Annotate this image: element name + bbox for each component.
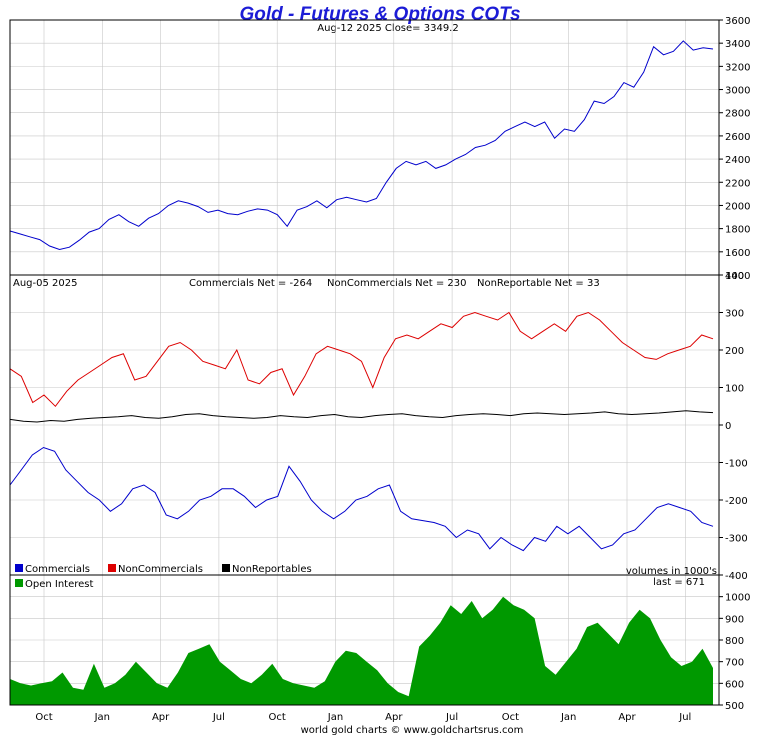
- x-tick-label: Oct: [269, 712, 286, 723]
- y-tick-label: 2200: [725, 178, 750, 189]
- x-tick-label: Jul: [445, 712, 458, 723]
- x-tick-label: Jan: [560, 712, 576, 723]
- y-tick-label: 700: [725, 658, 744, 669]
- x-tick-label: Oct: [502, 712, 519, 723]
- y-tick-label: 1400: [725, 271, 750, 282]
- last-value-note: last = 671: [653, 577, 705, 588]
- y-tick-label: 2000: [725, 201, 750, 212]
- chart-subtitle: Aug-12 2025 Close= 3349.2: [317, 23, 458, 34]
- y-tick-label: -400: [725, 571, 748, 582]
- price-series-line: [9, 40, 714, 251]
- x-tick-label: Apr: [618, 712, 636, 723]
- x-tick-label: Jul: [678, 712, 691, 723]
- y-tick-label: 1600: [725, 248, 750, 259]
- y-tick-label: 300: [725, 309, 744, 320]
- volumes-note: volumes in 1000's: [626, 566, 717, 577]
- y-tick-label: 800: [725, 636, 744, 647]
- footer-credit: world gold charts © www.goldchartsrus.co…: [301, 725, 524, 735]
- legend-swatch-nonreportables: [222, 564, 230, 572]
- y-tick-label: 1800: [725, 225, 750, 236]
- y-tick-label: 2600: [725, 132, 750, 143]
- x-tick-label: Jul: [212, 712, 225, 723]
- y-tick-label: 400: [725, 271, 744, 282]
- y-tick-label: -300: [725, 534, 748, 545]
- y-tick-label: 3600: [725, 16, 750, 27]
- legend-swatch-commercials: [15, 564, 23, 572]
- y-tick-label: 900: [725, 614, 744, 625]
- x-tick-label: Jan: [327, 712, 343, 723]
- y-tick-label: 3000: [725, 86, 750, 97]
- x-tick-label: Apr: [152, 712, 170, 723]
- marks-layer: Oct Jan Apr Jul Oct Jan Apr Jul Oct Jan Apr Jul 1400…: [9, 16, 750, 723]
- open-interest-area: [10, 596, 713, 705]
- x-tick-label: Jan: [94, 712, 110, 723]
- y-tick-label: 200: [725, 346, 744, 357]
- legend-swatch-open-interest: [15, 579, 23, 587]
- legend-noncommercials: NonCommercials: [118, 564, 203, 575]
- y-tick-label: 100: [725, 384, 744, 395]
- y-tick-label: 1000: [725, 593, 750, 604]
- y-tick-label: 2400: [725, 155, 750, 166]
- noncommercials-series-line: [9, 311, 714, 408]
- noncommercials-net: NonCommercials Net = 230: [327, 278, 467, 289]
- y-tick-label: 3400: [725, 39, 750, 50]
- legend-swatch-noncommercials: [108, 564, 116, 572]
- legend-nonreportables: NonReportables: [232, 564, 312, 575]
- y-tick-label: 500: [725, 701, 744, 712]
- cot-date: Aug-05 2025: [13, 278, 78, 289]
- legend-open-interest: Open Interest: [25, 579, 94, 590]
- commercials-series-line: [9, 446, 714, 552]
- grid-layer: [10, 20, 719, 705]
- y-tick-label: -200: [725, 496, 748, 507]
- y-tick-label: 3200: [725, 62, 750, 73]
- x-tick-label: Apr: [385, 712, 403, 723]
- plot-border: [9, 19, 720, 706]
- y-tick-label: 600: [725, 679, 744, 690]
- nonreportables-series-line: [9, 410, 714, 423]
- chart-title: Gold - Futures & Options COTs: [239, 4, 520, 25]
- commercials-net: Commercials Net = -264: [189, 278, 312, 289]
- y-tick-label: 0: [725, 421, 731, 432]
- x-tick-label: Oct: [35, 712, 52, 723]
- nonreportables-net: NonReportable Net = 33: [477, 278, 600, 289]
- y-tick-label: 2800: [725, 109, 750, 120]
- legend-commercials: Commercials: [25, 564, 90, 575]
- y-tick-label: -100: [725, 459, 748, 470]
